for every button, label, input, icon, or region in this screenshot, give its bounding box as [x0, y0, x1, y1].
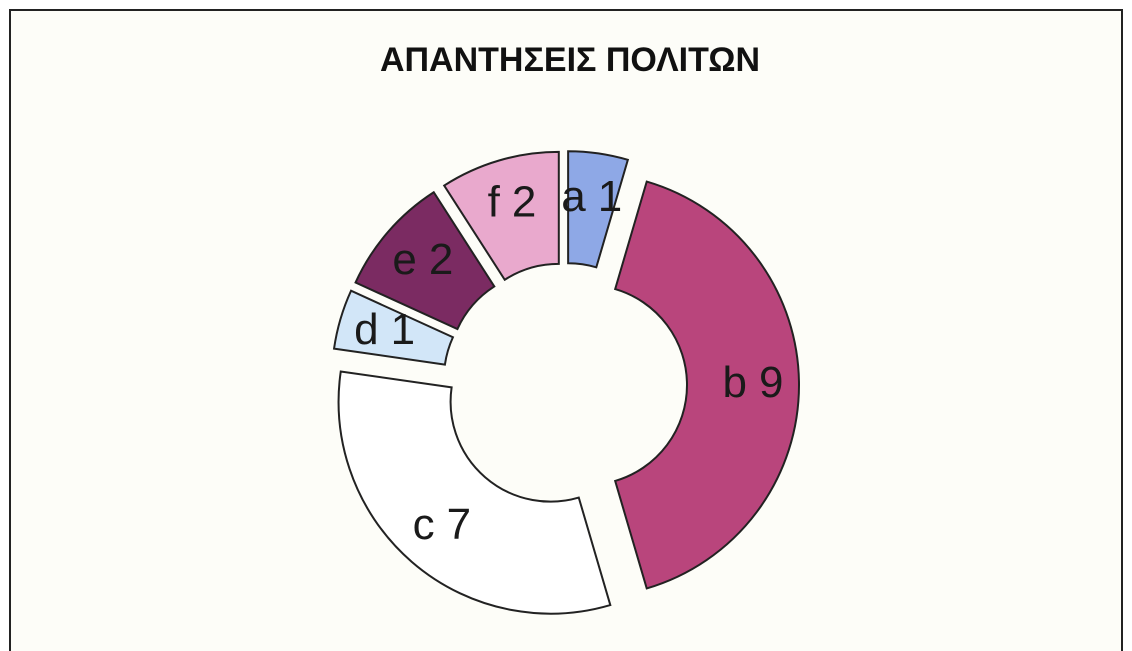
donut-slice: [332, 289, 455, 366]
slice-value: 9: [759, 358, 783, 407]
donut-slice: [567, 150, 630, 269]
slice-category: b: [723, 358, 747, 407]
slice-value: 2: [429, 235, 453, 284]
chart-title: ΑΠΑΝΤΗΣΕΙΣ ΠΟΛΙΤΩΝ: [380, 41, 760, 79]
slice-category: c: [413, 500, 435, 549]
slice-category: e: [392, 235, 416, 284]
slice-value: 7: [447, 500, 471, 549]
slice-value: 1: [391, 305, 415, 354]
slice-category: a: [561, 172, 586, 221]
donut-slice: [442, 150, 560, 282]
slice-value: 2: [512, 177, 536, 226]
slice-value: 1: [598, 172, 622, 221]
donut-slice: [337, 370, 612, 615]
donut-slice: [354, 190, 496, 331]
slice-category: d: [354, 305, 378, 354]
donut-slice: [613, 180, 800, 590]
slice-category: f: [488, 177, 501, 226]
